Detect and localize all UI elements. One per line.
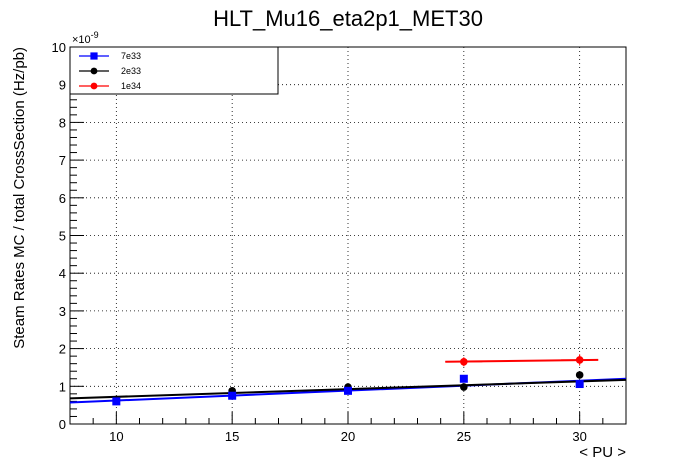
data-point [459,374,468,383]
y-tick-label: 7 [59,153,66,168]
y-tick-label: 10 [52,40,66,55]
data-point [575,380,584,389]
x-tick-label: 25 [457,429,471,444]
data-point [344,386,352,395]
data-point [90,82,98,90]
data-point [460,383,468,391]
y-axis-label: Steam Rates MC / total CrossSection (Hz/… [11,47,28,349]
y-tick-label: 0 [59,417,66,432]
y-tick-label: 5 [59,229,66,244]
y-tick-label: 8 [59,115,66,130]
x-tick-label: 30 [572,429,586,444]
data-point [575,371,584,379]
y-tick-label: 1 [59,379,66,394]
legend-label: 2e33 [121,66,141,76]
fit-lines [69,358,627,404]
y-tick-label: 6 [59,191,66,206]
y-tick-label: 4 [59,266,66,281]
x-tick-label: 20 [341,429,355,444]
data-point [460,357,468,366]
x-tick-label: 10 [109,429,123,444]
x-axis-label: < PU > [579,444,626,461]
y-tick-label: 3 [59,304,66,319]
data-point [228,391,237,400]
y-tick-label: 9 [59,78,66,93]
data-points [112,354,599,406]
x-tick-label: 15 [225,429,239,444]
axis-ticks: 10 15 20 25 30 0 1 2 3 4 5 6 7 8 9 10 [52,40,627,444]
y-tick-label: 2 [59,342,66,357]
legend: 7e33 2e33 1e34 [69,46,279,95]
data-point [90,67,98,75]
data-point [90,52,98,60]
legend-label: 1e34 [121,81,141,91]
chart-title: HLT_Mu16_eta2p1_MET30 [213,6,483,31]
data-point [112,397,121,406]
grid [70,47,626,424]
legend-label: 7e33 [121,51,141,61]
y-axis-multiplier: ×10-9 [72,30,99,46]
data-point [575,356,584,364]
